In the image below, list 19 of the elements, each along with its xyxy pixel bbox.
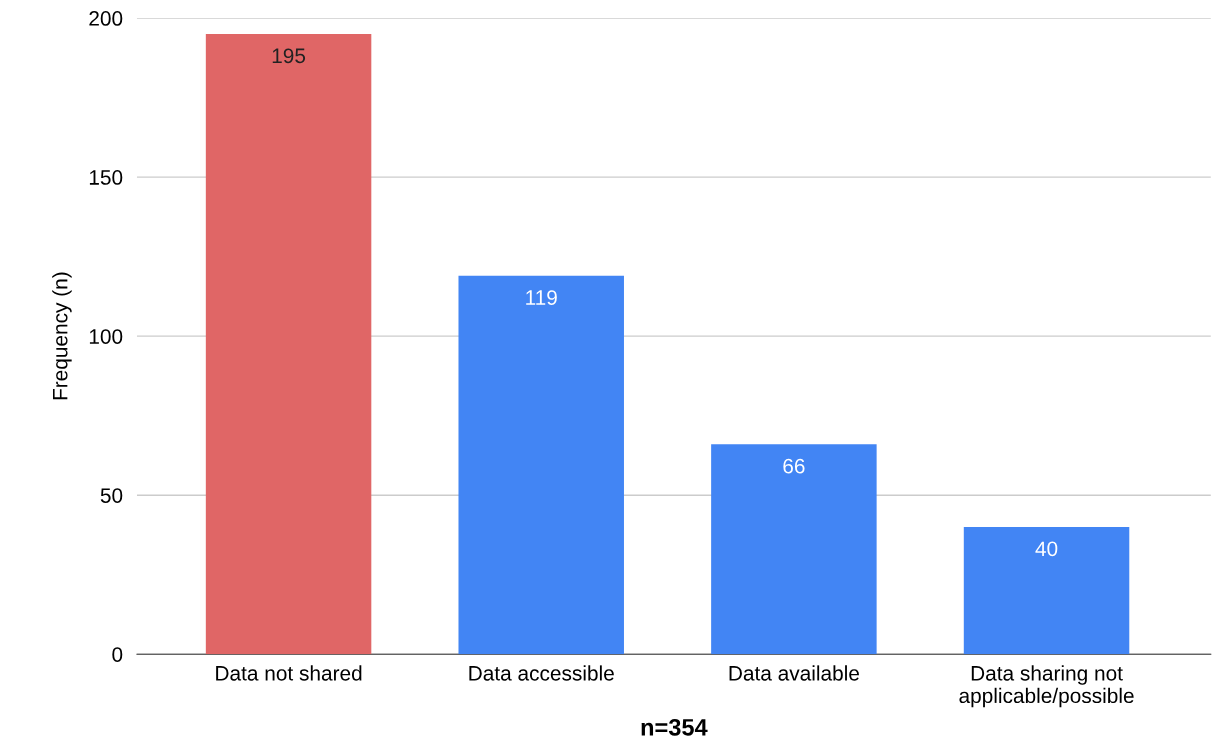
bar (458, 275, 624, 655)
x-tick-label: Data available (729, 665, 859, 681)
y-tick-label: 50 (100, 488, 123, 503)
y-tick-label: 0 (112, 647, 123, 662)
y-axis-title: Frequency (n) (52, 272, 72, 400)
x-tick-label: Data not shared (216, 665, 362, 681)
bar (711, 444, 877, 655)
bar (205, 33, 372, 655)
y-tick-label: 150 (89, 170, 123, 185)
data-label: 66 (783, 458, 805, 474)
x-axis-title: n=354 (641, 718, 708, 736)
data-label: 195 (272, 48, 306, 64)
data-label: 40 (1035, 541, 1058, 557)
bar (963, 527, 1130, 655)
y-tick-label: 200 (89, 11, 123, 26)
y-tick-label: 100 (89, 329, 123, 344)
x-tick-label: Data accessible (469, 665, 614, 681)
x-tick-label: Data sharing not applicable/possible (959, 665, 1134, 708)
data-label: 119 (526, 290, 557, 305)
